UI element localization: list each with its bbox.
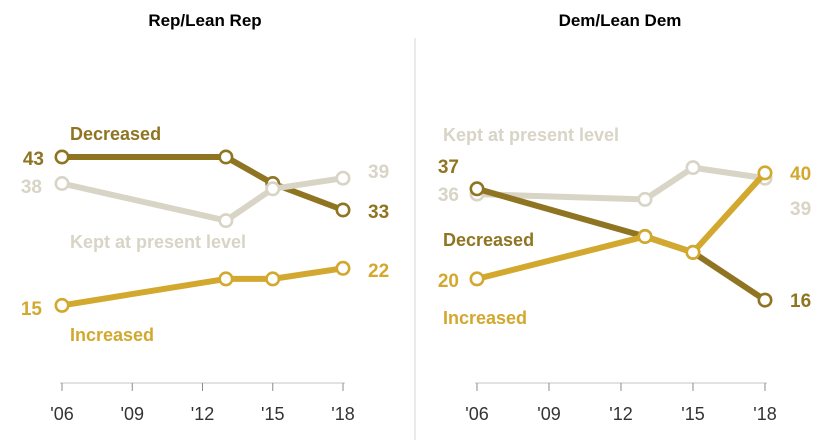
series-line-kept-at-present-level: [474, 164, 768, 203]
data-label-start-decreased: 37: [438, 157, 459, 178]
series-line-kept-at-present-level: [59, 175, 346, 224]
data-point-kept-at-present-level: [54, 176, 70, 192]
data-point-increased: [757, 165, 773, 181]
data-point-kept-at-present-level: [218, 213, 234, 229]
series-line-increased: [59, 265, 346, 309]
data-label-end-increased: 40: [790, 164, 811, 185]
data-point-decreased: [335, 202, 351, 218]
data-label-start-decreased: 43: [23, 149, 44, 170]
x-tick-label: '06: [50, 404, 73, 424]
data-point-decreased: [757, 292, 773, 308]
data-label-end-increased: 22: [368, 261, 389, 282]
data-label-start-kept-at-present-level: 38: [21, 177, 42, 198]
x-tick-label: '18: [331, 404, 354, 424]
x-tick-label: '12: [191, 404, 214, 424]
panel-dem-lean-dem: Dem/Lean Dem '06 '09 '12 '15 '18 Kept at prese…: [438, 11, 811, 424]
data-point-kept-at-present-level: [637, 191, 653, 207]
x-tick-label: '09: [537, 404, 560, 424]
panel-rep-lean-rep: Rep/Lean Rep '06 '09 '12 '15 '18 Decreased 43 33…: [21, 11, 389, 424]
data-point-increased: [218, 271, 234, 287]
data-point-increased: [335, 260, 351, 276]
series-line-increased: [474, 169, 768, 282]
x-tick-label: '18: [753, 404, 776, 424]
panel-title-dem-lean-dem: Dem/Lean Dem: [559, 11, 682, 30]
data-label-end-kept-at-present-level: 39: [790, 199, 811, 220]
data-label-end-kept-at-present-level: 39: [368, 162, 389, 183]
x-tick-label: '06: [465, 404, 488, 424]
data-label-end-decreased: 33: [368, 202, 389, 223]
data-label-start-kept-at-present-level: 36: [438, 185, 459, 206]
series-label-decreased: Decreased: [443, 230, 534, 250]
data-point-kept-at-present-level: [685, 160, 701, 176]
data-point-increased: [265, 271, 281, 287]
data-label-start-increased: 15: [21, 299, 43, 320]
series-label-kept-at-present-level: Kept at present level: [443, 125, 619, 145]
data-point-increased: [469, 271, 485, 287]
data-label-start-increased: 20: [438, 271, 459, 292]
data-point-increased: [637, 229, 653, 245]
series-label-kept-at-present-level: Kept at present level: [70, 232, 246, 252]
panel-title-rep-lean-rep: Rep/Lean Rep: [148, 11, 261, 30]
x-tick-label: '12: [609, 404, 632, 424]
data-point-decreased: [218, 149, 234, 165]
data-point-increased: [54, 297, 70, 313]
x-tick-label: '09: [121, 404, 144, 424]
data-point-decreased: [469, 181, 485, 197]
series-line-decreased: [59, 154, 346, 213]
data-label-end-decreased: 16: [790, 291, 811, 312]
data-point-increased: [685, 244, 701, 260]
x-tick-label: '15: [681, 404, 704, 424]
data-point-kept-at-present-level: [335, 170, 351, 186]
data-point-kept-at-present-level: [265, 181, 281, 197]
series-label-decreased: Decreased: [70, 124, 161, 144]
x-tick-label: '15: [261, 404, 284, 424]
series-label-increased: Increased: [70, 325, 154, 345]
data-point-decreased: [54, 149, 70, 165]
series-label-increased: Increased: [443, 308, 527, 328]
